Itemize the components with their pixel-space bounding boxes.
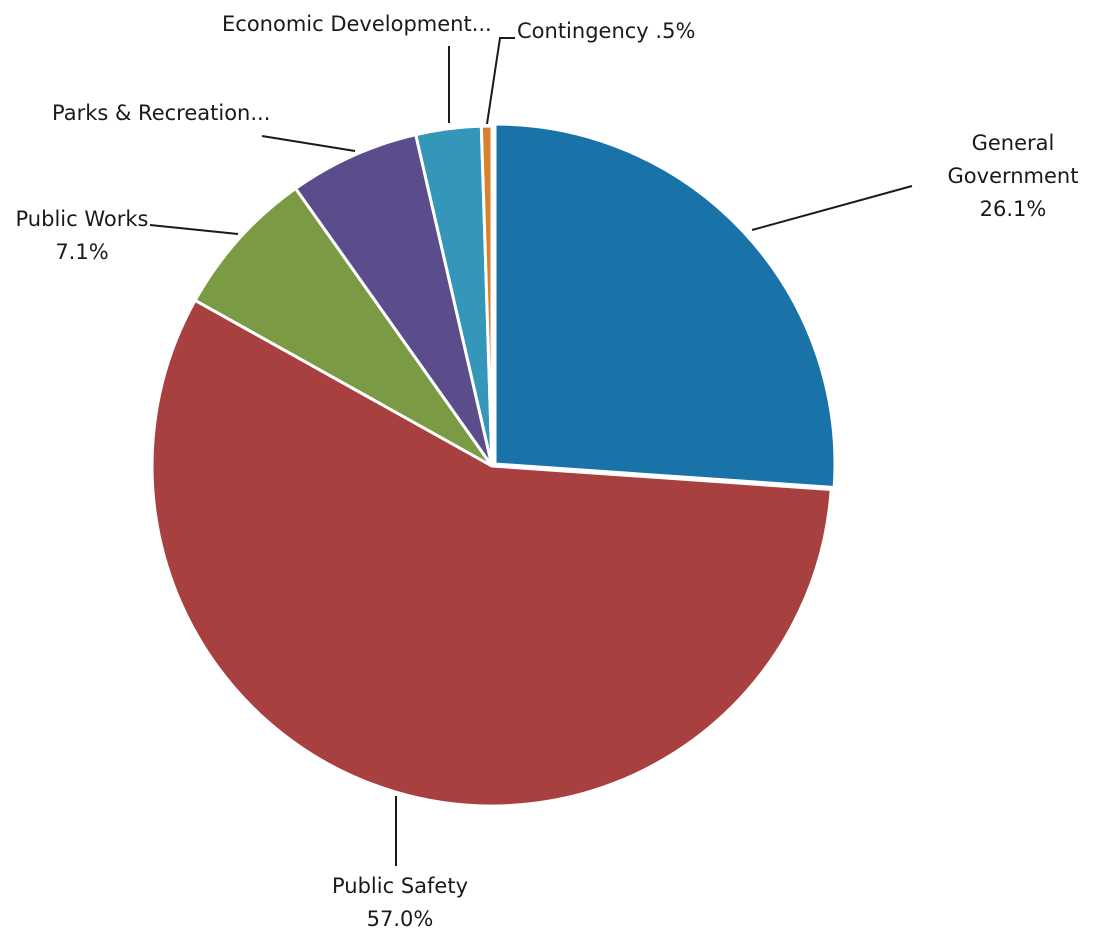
leader-line [751,185,913,231]
slice-label-line: Economic Development... [222,12,492,36]
slice-label-line: 26.1% [980,197,1047,221]
slice-label-line: Public Safety [332,874,468,898]
slice-label-line: Government [948,164,1079,188]
slice-label-line: 57.0% [367,907,434,930]
pie-slices [150,122,837,808]
pie-slice-public-works [193,186,494,468]
slice-label: Parks & Recreation... [52,101,270,125]
slice-label-line: General [972,131,1055,155]
slice-label-line: Contingency .5% [517,19,695,43]
pie-slice-contingency [479,124,494,467]
slice-label: General Government 26.1% [948,131,1079,221]
slice-label-line: 7.1% [55,240,108,264]
pie-slice-public-safety [150,298,833,808]
leader-lines [149,37,913,866]
slice-label: Public Works 7.1% [16,207,149,264]
pie-slice-parks-recreation [293,132,494,467]
leader-line [149,224,239,235]
pie-slice-general-government [493,122,837,490]
slice-label: Public Safety 57.0% [332,874,468,930]
slice-label: Economic Development... [222,12,492,36]
slice-label: Contingency .5% [517,19,695,43]
slice-label-line: Parks & Recreation... [52,101,270,125]
slice-label-line: Public Works [16,207,149,231]
leader-line [486,37,515,125]
slice-labels: General Government 26.1% Public Safety 57.0%… [16,12,1079,930]
leader-line [261,135,356,152]
